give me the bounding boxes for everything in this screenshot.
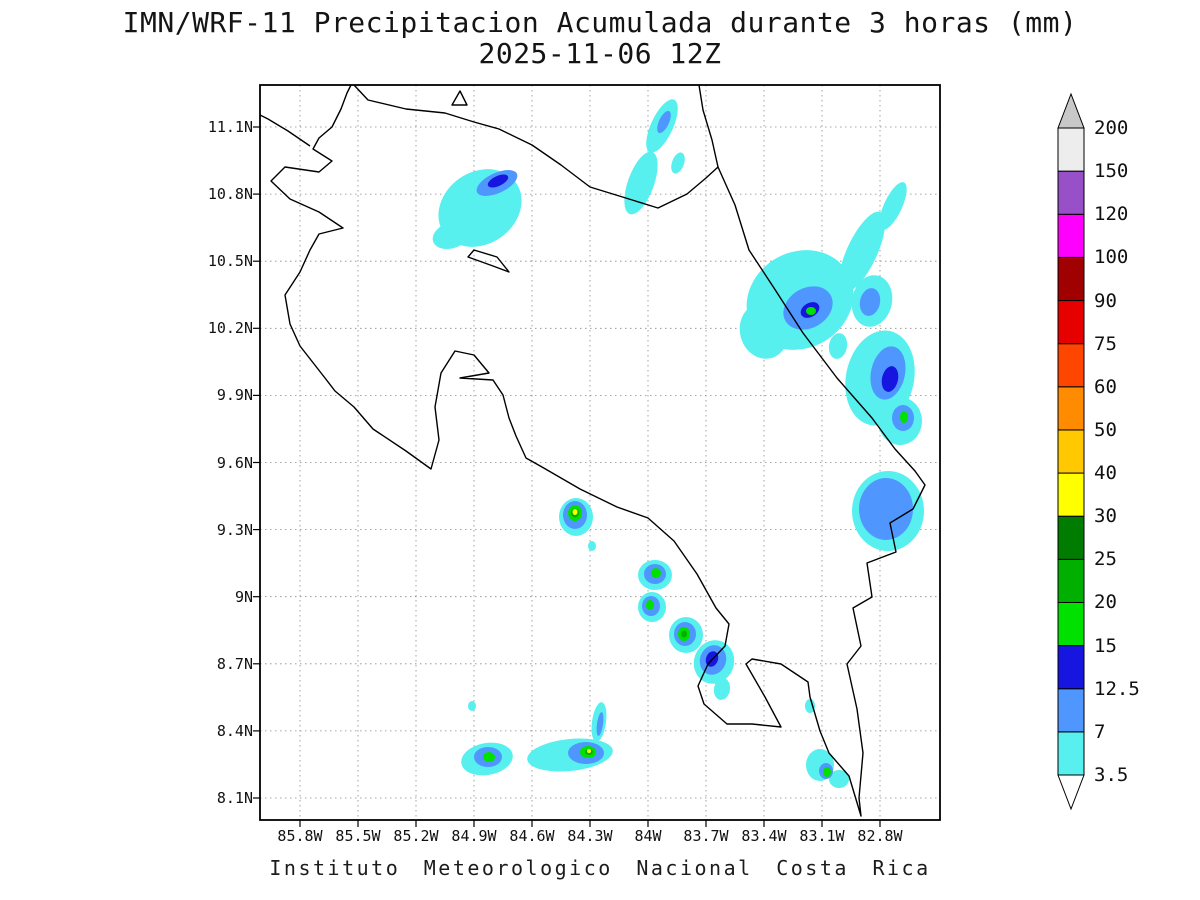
precip-cell-15: [806, 307, 816, 315]
precip-cell-7: [859, 478, 913, 540]
coastline-path: [698, 85, 719, 168]
precip-cell-3.5: [805, 699, 815, 713]
colorbar-segment: [1057, 343, 1085, 388]
coastline-path: [451, 90, 468, 106]
precip-cell-7: [657, 110, 671, 134]
colorbar-segment: [1057, 429, 1085, 474]
coastline-path: [260, 114, 311, 147]
colorbar-segment: [1057, 601, 1085, 647]
map-subtitle-datetime: 2025-11-06 12Z: [478, 37, 722, 70]
precip-cell-3.5: [713, 678, 731, 700]
coastline-layer: [260, 85, 926, 817]
precip-cell-30: [587, 749, 591, 753]
colorbar-segment: [1057, 256, 1085, 302]
colorbar-segment: [1057, 688, 1085, 733]
colorbar-segment: [1057, 170, 1085, 215]
precip-cell-3.5: [739, 303, 789, 359]
axis-ticks: [253, 126, 881, 827]
precip-cell-7: [859, 288, 881, 316]
colorbar-segment: [1057, 213, 1085, 258]
precip-cell-3.5: [828, 333, 848, 359]
precip-cell-7: [596, 712, 604, 736]
precip-cell-3.5: [624, 151, 658, 215]
plot-border: [259, 84, 941, 821]
coastline-path: [467, 249, 510, 273]
precip-cell-15: [823, 767, 831, 777]
precip-cell-15: [651, 568, 661, 578]
precip-cell-3.5: [829, 770, 849, 788]
precip-cell-15: [646, 600, 654, 610]
institute-caption: Instituto Meteorologico Nacional Costa R…: [269, 856, 931, 880]
precip-cell-3.5: [468, 701, 476, 711]
precip-cell-3.5: [879, 182, 907, 230]
precip-cell-3.5: [432, 220, 472, 250]
colorbar-segment: [1057, 300, 1085, 345]
precipitation-cells: [432, 99, 924, 788]
precip-cell-3.5: [671, 152, 685, 174]
precip-cell-3.5: [838, 211, 886, 293]
colorbar-segment: [1057, 731, 1085, 776]
colorbar-segment: [1057, 386, 1085, 431]
precip-cell-3.5: [588, 541, 596, 551]
precip-cell-15: [900, 411, 908, 423]
map-title: IMN/WRF-11 Precipitacion Acumulada duran…: [122, 6, 1078, 39]
colorbar-segment: [1057, 472, 1085, 517]
coastline-path: [270, 85, 926, 817]
precip-cell-12.5: [487, 174, 509, 188]
colorbar-segment: [1057, 645, 1085, 690]
colorbar-above-arrow: [1057, 92, 1085, 129]
colorbar-segment: [1057, 515, 1085, 560]
precip-cell-30: [572, 509, 578, 515]
precip-cell-20: [681, 630, 687, 638]
colorbar-segment: [1057, 558, 1085, 603]
colorbar-segment: [1057, 127, 1085, 172]
precip-cell-15: [483, 752, 495, 762]
precip-cell-12.5: [881, 366, 899, 392]
colorbar-below-arrow: [1057, 774, 1085, 811]
colorbar: [1057, 92, 1085, 811]
